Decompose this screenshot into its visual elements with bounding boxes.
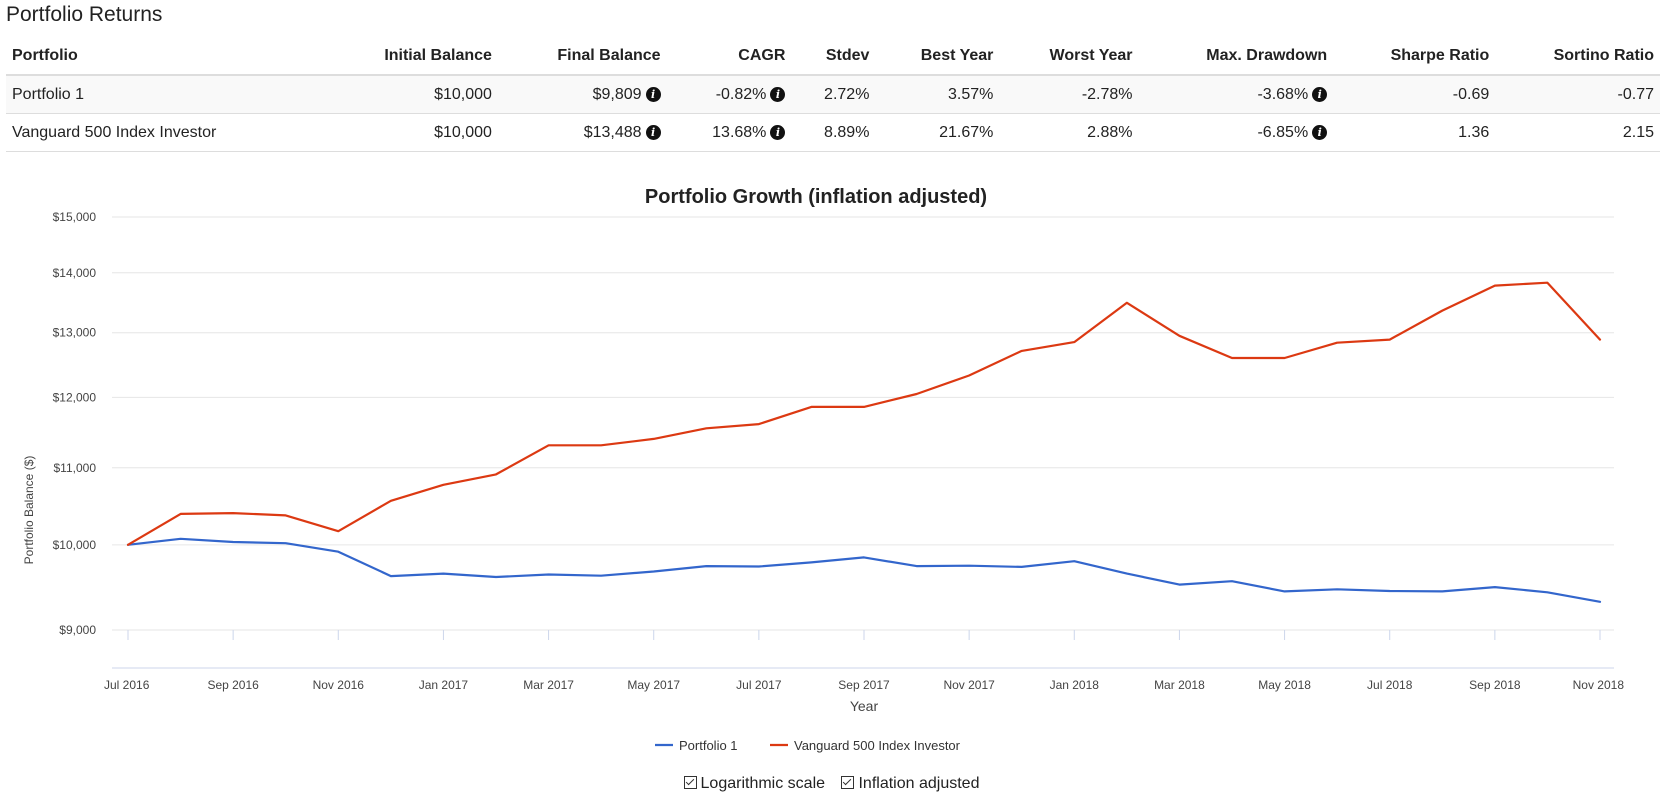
x-tick-label: Mar 2018 xyxy=(1154,678,1205,692)
portfolio-name: Vanguard 500 Index Investor xyxy=(6,113,323,152)
y-axis-label: Portfolio Balance ($) xyxy=(22,456,36,565)
table-header-row: Portfolio Initial Balance Final Balance … xyxy=(6,38,1660,76)
legend: Portfolio 1 Vanguard 500 Index Investor xyxy=(655,738,961,753)
x-tick-label: Jul 2016 xyxy=(104,678,150,692)
final-balance-cell: $9,809 i xyxy=(497,75,667,114)
x-tick-label: May 2017 xyxy=(627,678,680,692)
series-line-vanguard-500 xyxy=(126,281,1602,546)
info-icon[interactable]: i xyxy=(1312,86,1328,102)
col-max-drawdown[interactable]: Max. Drawdown xyxy=(1138,38,1334,76)
y-tick-label: $15,000 xyxy=(53,210,97,224)
y-axis: $9,000 $10,000 $11,000 $12,000 $13,000 $14,00… xyxy=(53,210,97,637)
info-icon[interactable]: i xyxy=(770,86,786,102)
y-tick-label: $13,000 xyxy=(53,326,97,340)
x-tick-label: Sep 2017 xyxy=(838,678,890,692)
col-worst-year[interactable]: Worst Year xyxy=(999,38,1139,76)
series-layer xyxy=(126,281,1602,603)
returns-table: Portfolio Initial Balance Final Balance … xyxy=(6,38,1660,152)
max-drawdown: -3.68% xyxy=(1257,85,1309,103)
x-tick-label: Nov 2016 xyxy=(313,678,365,692)
chart-title: Portfolio Growth (inflation adjusted) xyxy=(645,186,987,208)
worst-year: 2.88% xyxy=(999,113,1139,152)
table-row: Vanguard 500 Index Investor $10,000 $13,… xyxy=(6,113,1660,152)
max-drawdown: -6.85% xyxy=(1257,123,1309,141)
logarithmic-scale-checkbox[interactable] xyxy=(683,776,697,789)
y-tick-label: $10,000 xyxy=(53,538,97,552)
sharpe-ratio: 1.36 xyxy=(1333,113,1496,152)
x-tick-label: May 2018 xyxy=(1258,678,1311,692)
grid-layer xyxy=(112,216,1614,631)
stdev: 8.89% xyxy=(791,113,876,152)
x-tick-label: Jan 2017 xyxy=(419,678,469,692)
col-cagr[interactable]: CAGR xyxy=(666,38,792,76)
logarithmic-scale-label: Logarithmic scale xyxy=(700,775,826,792)
cagr: -0.82% xyxy=(715,85,767,103)
final-balance: $9,809 xyxy=(592,85,642,103)
portfolio-name: Portfolio 1 xyxy=(6,75,323,114)
info-icon[interactable]: i xyxy=(645,124,661,140)
series-line-portfolio-1 xyxy=(126,537,1602,603)
y-tick-label: $11,000 xyxy=(54,461,97,475)
cagr-cell: 13.68% i xyxy=(666,113,792,152)
sharpe-ratio: -0.69 xyxy=(1333,75,1496,114)
x-tick-label: Jan 2018 xyxy=(1050,678,1100,692)
inflation-adjusted-label: Inflation adjusted xyxy=(858,775,980,792)
initial-balance: $10,000 xyxy=(322,113,498,152)
x-tick-label: Nov 2017 xyxy=(943,678,995,692)
legend-label: Portfolio 1 xyxy=(679,738,738,753)
legend-item[interactable]: Vanguard 500 Index Investor xyxy=(770,738,961,753)
legend-label: Vanguard 500 Index Investor xyxy=(794,738,961,753)
final-balance-cell: $13,488 i xyxy=(497,113,667,152)
col-stdev[interactable]: Stdev xyxy=(791,38,876,76)
legend-item[interactable]: Portfolio 1 xyxy=(655,738,738,753)
final-balance: $13,488 xyxy=(583,123,642,141)
info-icon[interactable]: i xyxy=(1312,124,1328,140)
col-best-year[interactable]: Best Year xyxy=(875,38,1000,76)
worst-year: -2.78% xyxy=(999,75,1139,114)
col-final-balance[interactable]: Final Balance xyxy=(497,38,667,76)
cagr: 13.68% xyxy=(712,123,767,141)
sortino-ratio: -0.77 xyxy=(1495,75,1660,114)
y-tick-label: $12,000 xyxy=(53,390,97,404)
col-sortino-ratio[interactable]: Sortino Ratio xyxy=(1495,38,1660,76)
initial-balance: $10,000 xyxy=(322,75,498,114)
max-drawdown-cell: -6.85% i xyxy=(1138,113,1334,152)
cagr-cell: -0.82% i xyxy=(666,75,792,114)
x-tick-label: Mar 2017 xyxy=(523,678,574,692)
chart-options: Logarithmic scale Inflation adjusted xyxy=(0,775,1663,793)
col-sharpe-ratio[interactable]: Sharpe Ratio xyxy=(1333,38,1496,76)
info-icon[interactable]: i xyxy=(645,86,661,102)
col-portfolio[interactable]: Portfolio xyxy=(6,38,323,76)
logarithmic-scale-option[interactable]: Logarithmic scale xyxy=(683,775,826,793)
y-tick-label: $14,000 xyxy=(53,266,97,280)
col-initial-balance[interactable]: Initial Balance xyxy=(322,38,498,76)
portfolio-growth-chart: Portfolio Growth (inflation adjusted) $9… xyxy=(22,186,1624,753)
x-tick-label: Jul 2018 xyxy=(1367,678,1413,692)
x-axis-label: Year xyxy=(850,698,879,714)
inflation-adjusted-checkbox[interactable] xyxy=(841,776,855,789)
stdev: 2.72% xyxy=(791,75,876,114)
x-tick-label: Sep 2016 xyxy=(207,678,259,692)
x-tick-label: Nov 2018 xyxy=(1573,678,1625,692)
table-row: Portfolio 1 $10,000 $9,809 i -0.82% i 2.72… xyxy=(6,75,1660,114)
sortino-ratio: 2.15 xyxy=(1495,113,1660,152)
page-title: Portfolio Returns xyxy=(6,3,163,26)
info-icon[interactable]: i xyxy=(770,124,786,140)
max-drawdown-cell: -3.68% i xyxy=(1138,75,1334,114)
inflation-adjusted-option[interactable]: Inflation adjusted xyxy=(841,775,979,793)
x-axis: Jul 2016 Sep 2016 Nov 2016 Jan 2017 Mar 2017… xyxy=(104,630,1624,692)
y-tick-label: $9,000 xyxy=(59,623,96,637)
x-tick-label: Jul 2017 xyxy=(736,678,782,692)
best-year: 3.57% xyxy=(875,75,1000,114)
x-tick-label: Sep 2018 xyxy=(1469,678,1521,692)
best-year: 21.67% xyxy=(875,113,1000,152)
